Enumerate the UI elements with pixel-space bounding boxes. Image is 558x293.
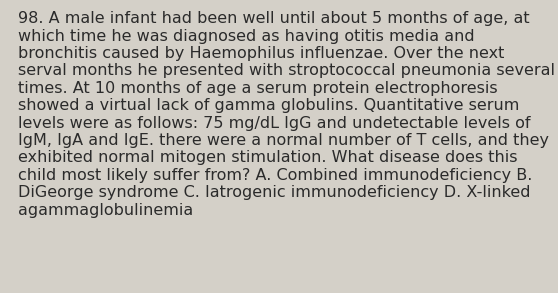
Text: 98. A male infant had been well until about 5 months of age, at which time he wa: 98. A male infant had been well until ab… — [18, 11, 555, 218]
